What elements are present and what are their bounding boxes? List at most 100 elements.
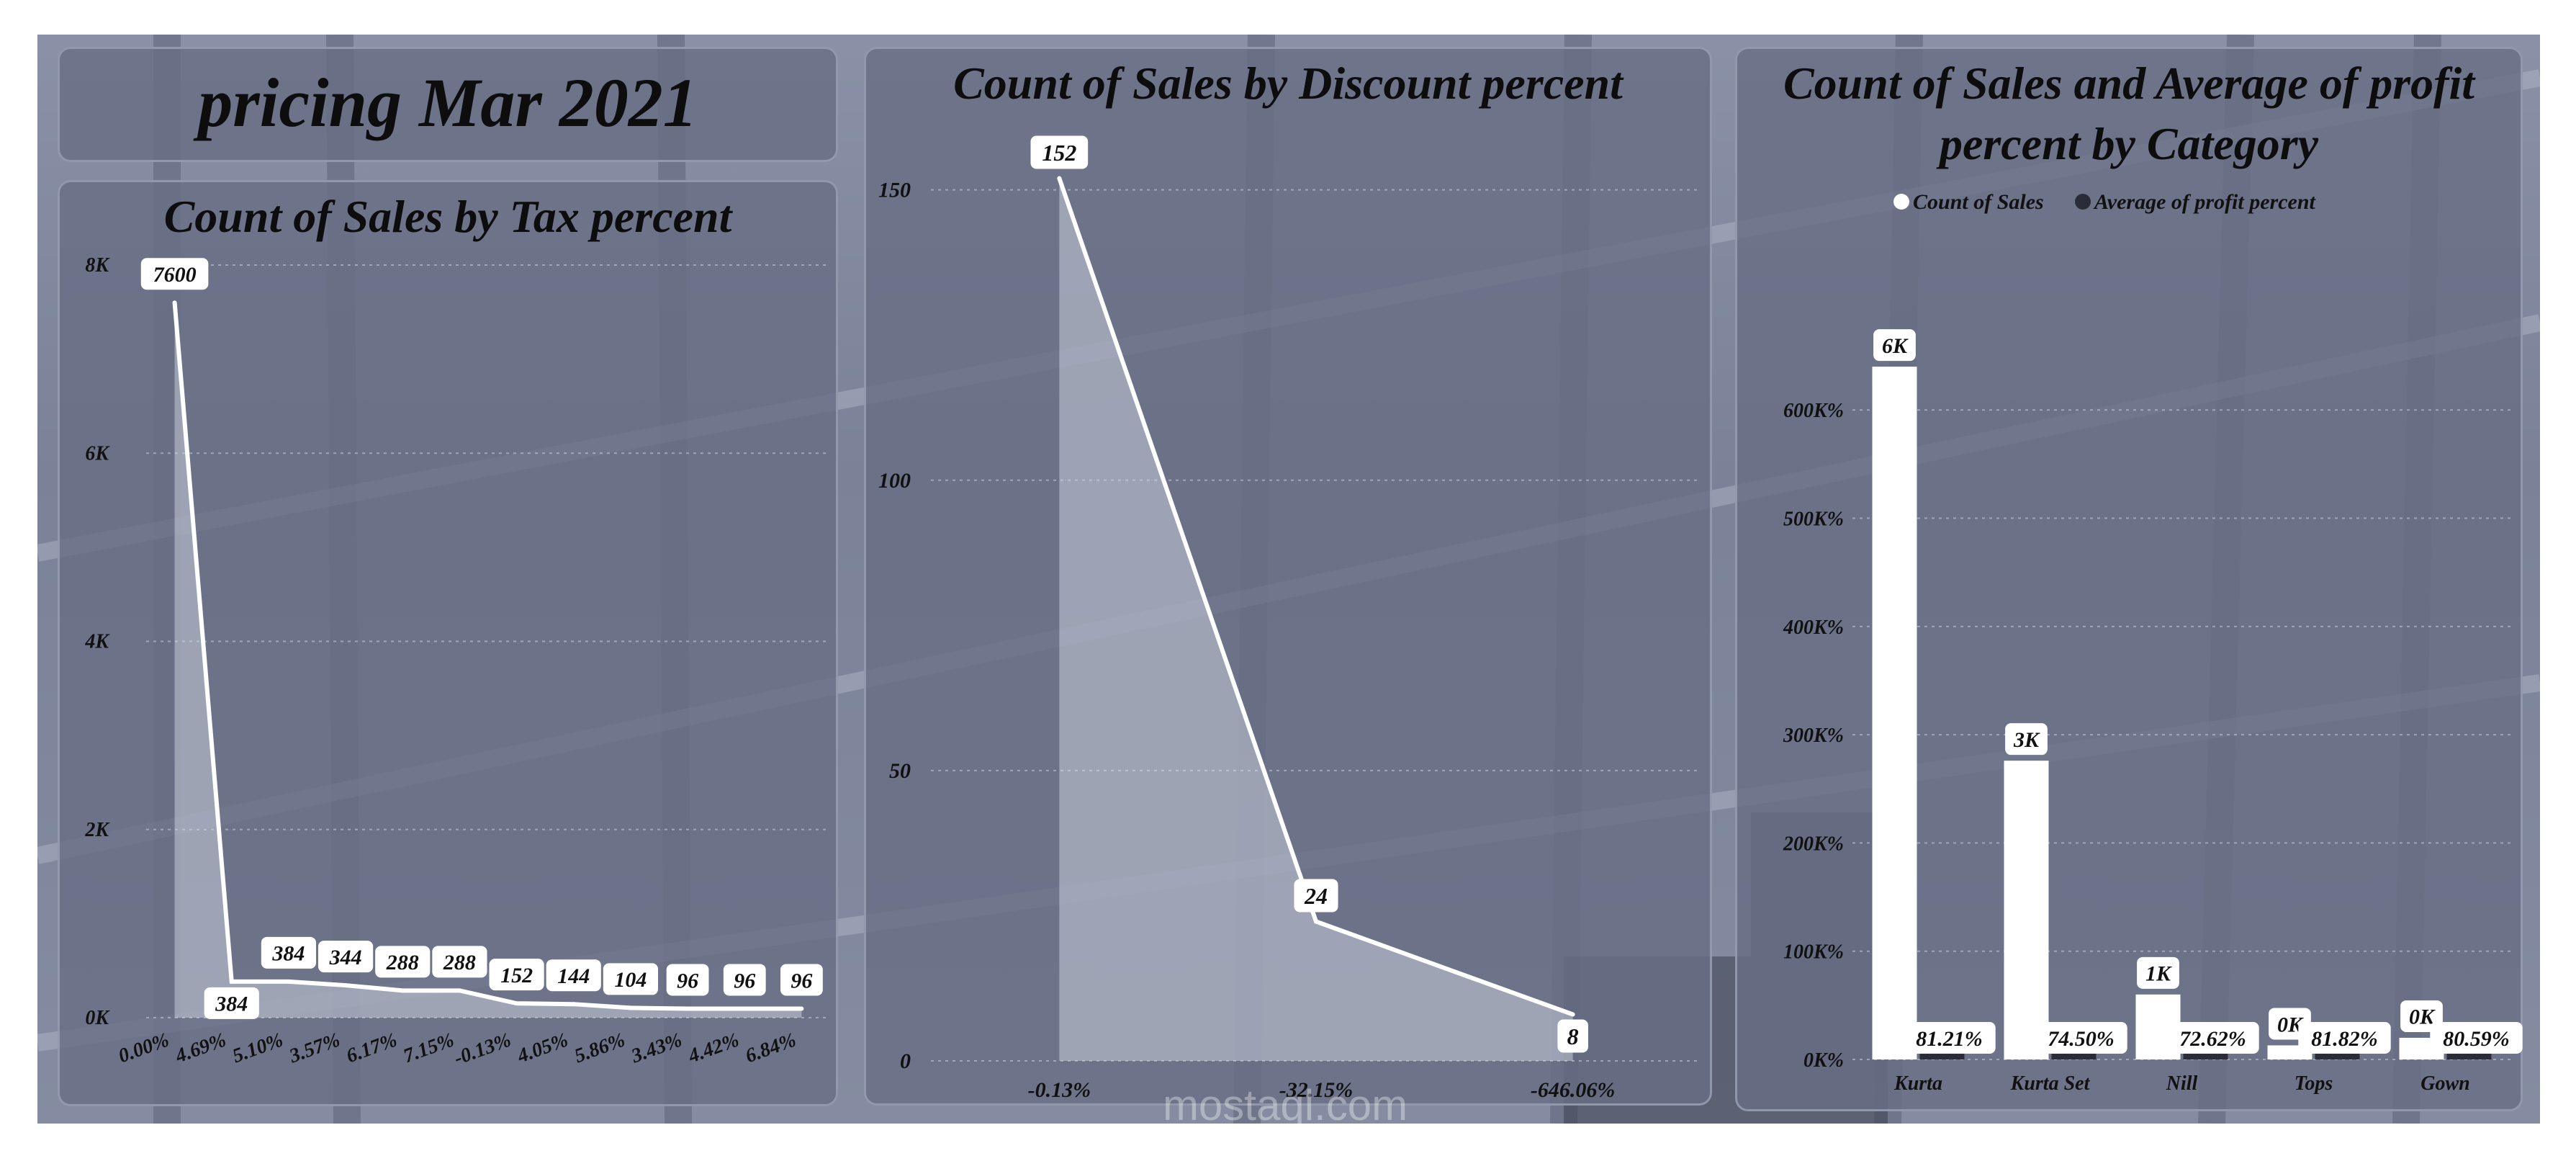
- area-fill: [1059, 178, 1573, 1061]
- tax-chart: 0K 2K 4K 6K 8K 7600 0.00% 384 4.69% 384 5.10% 344 3.…: [84, 254, 830, 1070]
- data-label-box: [375, 946, 431, 978]
- x-tick-label: 6.84%: [742, 1028, 799, 1067]
- data-label: 288: [386, 951, 419, 974]
- data-point: [514, 1001, 519, 1006]
- x-tick-label: 3.57%: [286, 1028, 343, 1067]
- bar-count-of-sales: [1872, 367, 1917, 1059]
- data-label-box: [204, 987, 259, 1019]
- data-point: [343, 983, 348, 988]
- data-point: [1057, 176, 1062, 181]
- data-label: 384: [215, 992, 248, 1016]
- data-label-count: 6K: [1882, 334, 1909, 358]
- data-label-box: [261, 936, 317, 969]
- x-tick-label: 5.86%: [572, 1028, 629, 1067]
- data-label-box: [140, 258, 209, 290]
- data-point: [457, 988, 462, 993]
- data-label: 144: [557, 964, 590, 988]
- data-label-count: 1K: [2145, 962, 2172, 986]
- data-label-count-box: [2137, 956, 2179, 989]
- data-label-profit-box: [2430, 1022, 2523, 1054]
- data-label-box: [603, 963, 659, 995]
- legend-marker-avg-profit: [2075, 194, 2091, 210]
- data-label: 96: [677, 969, 698, 992]
- data-point: [1570, 1012, 1575, 1017]
- data-label-profit-box: [2035, 1022, 2127, 1054]
- legend-marker-count-of-sales: [1893, 194, 1909, 210]
- data-label: 104: [614, 968, 647, 992]
- data-label: 344: [329, 946, 362, 969]
- discount-chart: 0 50 100 150 152 -0.13% 24 -32.15% 8 -646.06%: [878, 135, 1701, 1102]
- y-tick-label: 100: [878, 469, 911, 493]
- area-fill: [174, 302, 802, 1018]
- y-tick-label: 0K%: [1803, 1049, 1844, 1072]
- x-tick-label: -0.13%: [451, 1028, 514, 1070]
- data-point: [628, 1005, 633, 1010]
- x-tick-label: 3.43%: [628, 1028, 685, 1067]
- data-label: 96: [734, 969, 755, 992]
- x-tick-label: 6.17%: [343, 1028, 400, 1067]
- y-tick-label: 2K: [84, 819, 110, 841]
- tax-chart-title: Count of Sales by Tax percent: [163, 191, 732, 242]
- data-label-box: [432, 946, 487, 978]
- x-tick-label: 4.42%: [685, 1028, 742, 1067]
- discount-chart-title: Count of Sales by Discount percent: [953, 58, 1623, 109]
- data-point: [1314, 919, 1318, 924]
- data-point: [400, 988, 405, 993]
- data-label-box: [318, 941, 374, 973]
- data-label: 152: [500, 964, 533, 987]
- y-tick-label: 600K%: [1783, 400, 1844, 422]
- data-label: 8: [1567, 1023, 1579, 1049]
- bar-avg-profit: [2051, 1051, 2097, 1059]
- x-tick-label: 5.10%: [230, 1028, 287, 1067]
- x-tick-label: -646.06%: [1531, 1078, 1615, 1102]
- y-tick-label: 0: [900, 1049, 911, 1073]
- data-label-count-box: [2005, 723, 2048, 756]
- data-label-profit: 81.82%: [2311, 1027, 2378, 1051]
- data-label-profit: 80.59%: [2443, 1027, 2510, 1051]
- x-tick-label: Nill: [2166, 1072, 2198, 1095]
- data-point: [685, 1006, 690, 1011]
- y-tick-label: 150: [878, 179, 911, 202]
- data-label-profit: 81.21%: [1916, 1027, 1983, 1051]
- y-tick-label: 500K%: [1783, 508, 1844, 531]
- legend-label-count-of-sales: Count of Sales: [1913, 190, 2044, 214]
- data-point: [742, 1006, 747, 1011]
- data-label-box: [489, 959, 544, 991]
- x-tick-label: 4.05%: [514, 1028, 572, 1067]
- data-label-profit-box: [2298, 1022, 2391, 1054]
- data-label-count-box: [1873, 329, 1916, 362]
- legend-label-avg-profit: Average of profit percent: [2093, 190, 2317, 214]
- data-label-box: [1294, 879, 1338, 913]
- category-chart: 0K% 100K% 200K% 300K% 400K% 500K% 600K% Count o…: [1783, 190, 2523, 1095]
- y-tick-label: 8K: [85, 254, 110, 277]
- data-point: [172, 300, 177, 305]
- x-tick-label: 7.15%: [400, 1028, 457, 1067]
- y-tick-label: 50: [889, 759, 911, 783]
- data-point: [571, 1002, 576, 1007]
- data-label-box: [1557, 1019, 1588, 1053]
- y-tick-label: 0K: [85, 1007, 110, 1029]
- data-label: 288: [443, 951, 476, 974]
- tax-chart-panel: Count of Sales by Tax percent 0K 2K 4K 6K 8K…: [58, 180, 838, 1106]
- x-tick-label: Tops: [2294, 1072, 2333, 1095]
- data-label: 24: [1304, 883, 1328, 909]
- bar-count-of-sales: [2004, 761, 2049, 1059]
- page-title: pricing Mar 2021: [198, 64, 698, 141]
- x-tick-label: 0.00%: [115, 1028, 172, 1067]
- watermark: mostaql.com: [1123, 1080, 1447, 1130]
- data-label: 384: [271, 942, 305, 966]
- discount-chart-panel: Count of Sales by Discount percent 0 50 10…: [864, 47, 1712, 1106]
- x-tick-label: Kurta: [1893, 1072, 1942, 1095]
- x-tick-label: Kurta Set: [2010, 1072, 2091, 1095]
- data-point: [229, 979, 234, 984]
- data-label-box: [546, 959, 601, 992]
- x-tick-label: Gown: [2420, 1072, 2469, 1095]
- x-tick-label: -0.13%: [1028, 1078, 1091, 1102]
- x-tick-label: -32.15%: [1279, 1078, 1353, 1102]
- data-label-box: [666, 964, 709, 996]
- data-label-profit-box: [1903, 1022, 1996, 1054]
- y-tick-label: 6K: [85, 442, 110, 465]
- y-tick-label: 4K: [84, 631, 110, 653]
- title-panel: pricing Mar 2021: [58, 47, 838, 162]
- data-label: 7600: [153, 263, 197, 287]
